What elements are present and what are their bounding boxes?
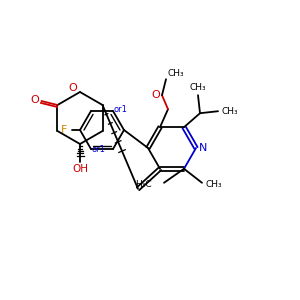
Text: O: O [30, 95, 39, 105]
Text: O: O [69, 83, 77, 93]
Text: or1: or1 [91, 146, 105, 154]
Text: CH₃: CH₃ [190, 83, 206, 92]
Text: O: O [152, 90, 160, 100]
Text: CH₃: CH₃ [222, 107, 238, 116]
Text: CH₃: CH₃ [168, 69, 184, 78]
Text: F: F [61, 125, 67, 135]
Text: OH: OH [72, 164, 88, 174]
Text: CH₃: CH₃ [206, 180, 222, 189]
Text: N: N [199, 143, 207, 153]
Text: H₃C: H₃C [135, 180, 152, 189]
Text: or1: or1 [114, 104, 128, 113]
